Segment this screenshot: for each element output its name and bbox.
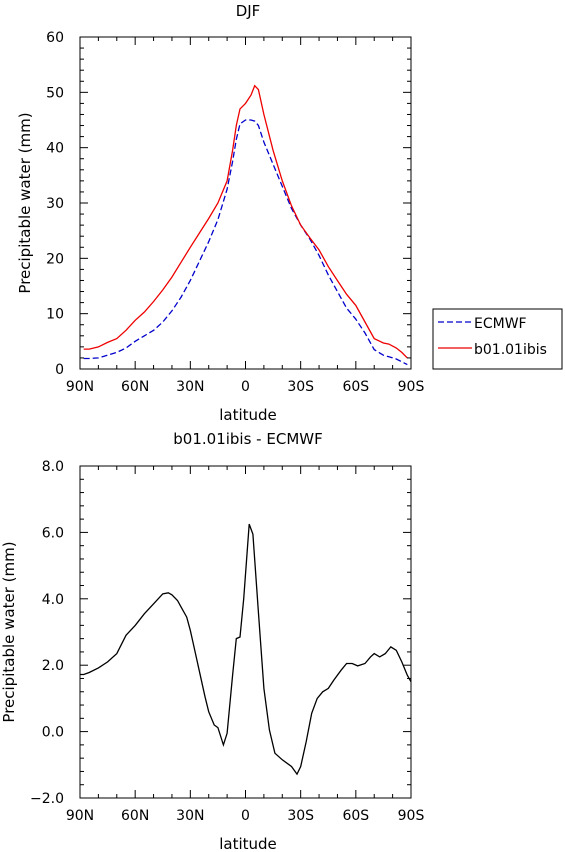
panel-top-title: DJF bbox=[236, 2, 261, 20]
series-line-top-0 bbox=[83, 119, 408, 366]
y-tick-label-top: 0 bbox=[55, 362, 64, 378]
x-tick-label-bottom: 60S bbox=[342, 808, 369, 824]
panel-bottom-x-axis-label: latitude bbox=[219, 835, 277, 852]
x-tick-label-bottom: 30S bbox=[287, 808, 314, 824]
x-tick-label-bottom: 90S bbox=[398, 808, 425, 824]
x-tick-label-top: 30S bbox=[287, 379, 314, 395]
legend-label-ecmwf: ECMWF bbox=[474, 316, 527, 332]
y-tick-label-top: 20 bbox=[46, 251, 64, 267]
y-tick-label-top: 40 bbox=[46, 141, 64, 157]
y-tick-label-top: 50 bbox=[46, 85, 64, 101]
x-tick-label-top: 60S bbox=[342, 379, 369, 395]
legend-label-b01: b01.01ibis bbox=[474, 342, 547, 358]
y-tick-label-bottom: 0.0 bbox=[42, 725, 64, 741]
y-tick-label-bottom: −2.0 bbox=[30, 791, 64, 807]
legend-box bbox=[432, 308, 563, 370]
x-tick-label-top: 0 bbox=[241, 379, 250, 395]
x-tick-label-top: 30N bbox=[176, 379, 204, 395]
x-tick-label-bottom: 90N bbox=[66, 808, 94, 824]
x-tick-label-bottom: 30N bbox=[176, 808, 204, 824]
x-tick-label-top: 60N bbox=[121, 379, 149, 395]
y-tick-label-top: 30 bbox=[46, 196, 64, 212]
panel-bottom-chart: b01.01ibis - ECMWF 90N 60N 30N 0 30S 60S 90S −2… bbox=[0, 430, 424, 852]
panel-bottom-y-axis-label: Precipitable water (mm) bbox=[0, 541, 18, 722]
panel-bottom-title: b01.01ibis - ECMWF bbox=[173, 430, 322, 448]
series-line-top-1 bbox=[83, 84, 408, 359]
y-tick-label-top: 10 bbox=[46, 307, 64, 323]
panel-top-x-axis-label: latitude bbox=[219, 406, 277, 424]
y-tick-label-bottom: 2.0 bbox=[42, 658, 64, 674]
legend: ECMWF b01.01ibis bbox=[432, 308, 563, 370]
x-tick-label-bottom: 0 bbox=[241, 808, 250, 824]
y-tick-label-top: 60 bbox=[46, 30, 64, 46]
panel-top-chart: DJF 90N 60N 30N 0 30S 60S 90S 0 10 20 30 40 50 60 lat… bbox=[16, 2, 563, 424]
panel-top-frame bbox=[79, 36, 412, 370]
x-tick-label-top: 90S bbox=[398, 379, 425, 395]
y-tick-label-bottom: 4.0 bbox=[42, 592, 64, 608]
y-tick-label-bottom: 6.0 bbox=[42, 525, 64, 541]
series-line-bottom-0 bbox=[80, 523, 412, 776]
x-tick-label-bottom: 60N bbox=[121, 808, 149, 824]
x-tick-label-top: 90N bbox=[66, 379, 94, 395]
panel-top-y-axis-label: Precipitable water (mm) bbox=[16, 112, 34, 293]
y-tick-label-bottom: 8.0 bbox=[42, 459, 64, 475]
